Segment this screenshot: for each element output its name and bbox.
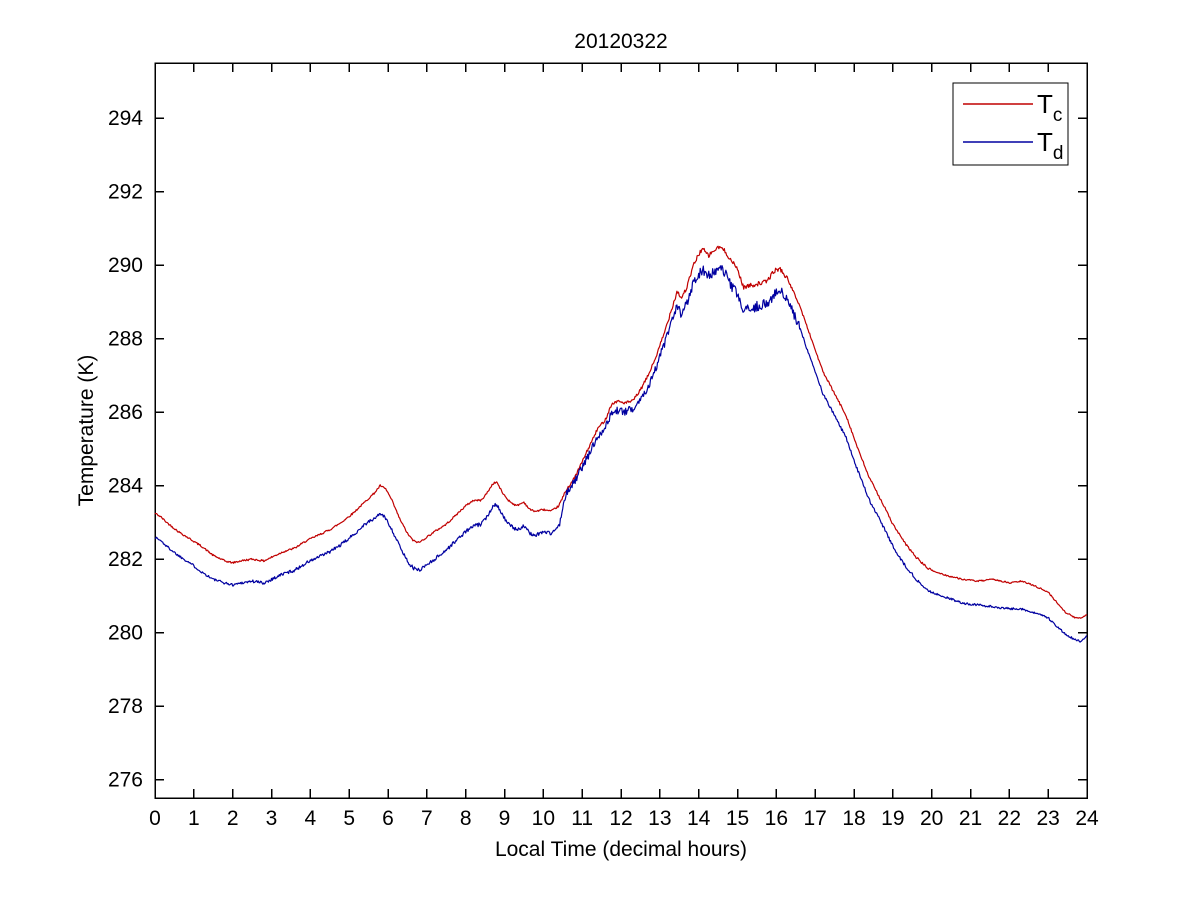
x-tick-label: 12 — [609, 807, 632, 830]
x-tick-label: 1 — [188, 807, 200, 830]
x-tick-label: 14 — [687, 807, 711, 830]
x-tick-label: 6 — [382, 807, 394, 830]
x-tick-label: 0 — [149, 807, 161, 830]
plot-title: 20120322 — [574, 30, 667, 53]
legend-box — [952, 82, 1069, 166]
x-tick-label: 8 — [460, 807, 472, 830]
x-tick-label: 11 — [571, 807, 593, 830]
x-tick-label: 15 — [726, 807, 749, 830]
x-tick-label: 20 — [920, 807, 943, 830]
y-tick-label: 294 — [108, 107, 143, 130]
x-tick-label: 7 — [421, 807, 433, 830]
x-tick-label: 17 — [803, 807, 826, 830]
x-tick-label: 13 — [648, 807, 671, 830]
y-tick-label: 284 — [108, 475, 143, 498]
y-tick-label: 286 — [108, 401, 143, 424]
series-line-td — [154, 264, 1088, 643]
legend-label-tc: Tc — [1037, 89, 1062, 126]
x-tick-label: 18 — [842, 807, 865, 830]
x-tick-label: 24 — [1075, 807, 1099, 830]
series-line-tc — [154, 245, 1088, 619]
y-tick-label: 288 — [108, 328, 143, 351]
x-tick-label: 19 — [881, 807, 904, 830]
y-tick-label: 278 — [108, 695, 143, 718]
y-tick-label: 290 — [108, 254, 143, 277]
x-tick-label: 21 — [959, 807, 982, 830]
x-axis-label: Local Time (decimal hours) — [495, 838, 747, 861]
y-tick-label: 292 — [108, 181, 143, 204]
y-axis-label: Temperature (K) — [75, 355, 98, 507]
x-tick-label: 4 — [304, 807, 316, 830]
x-tick-label: 23 — [1036, 807, 1059, 830]
y-tick-label: 276 — [108, 769, 143, 792]
x-tick-label: 16 — [765, 807, 788, 830]
x-tick-label: 5 — [343, 807, 355, 830]
legend-label-td: Td — [1037, 127, 1063, 164]
y-tick-label: 282 — [108, 548, 143, 571]
x-tick-label: 3 — [266, 807, 278, 830]
x-tick-label: 10 — [532, 807, 555, 830]
x-tick-label: 2 — [227, 807, 239, 830]
y-tick-label: 280 — [108, 622, 143, 645]
x-tick-label: 22 — [998, 807, 1021, 830]
x-tick-label: 9 — [499, 807, 511, 830]
